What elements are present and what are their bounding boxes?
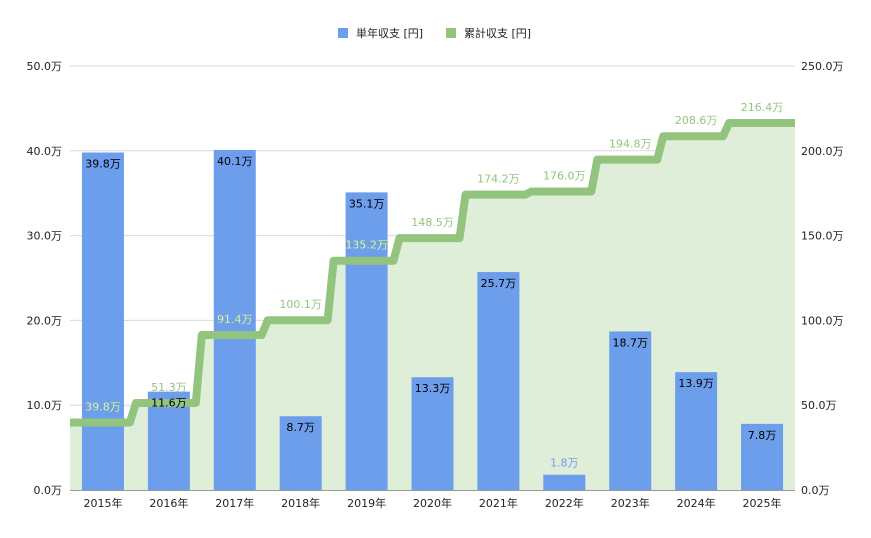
x-tick-label: 2020年 [413, 496, 452, 510]
bar-2024年 [675, 372, 718, 490]
y-left-tick-label: 20.0万 [27, 314, 63, 327]
x-tick-label: 2016年 [149, 496, 188, 510]
y-right-tick-label: 250.0万 [801, 60, 844, 73]
x-tick-label: 2019年 [347, 496, 386, 510]
x-axis: 2015年 2016年 2017年 2018年 2019年 2020年 2021年 2022年… [83, 496, 781, 510]
x-tick-label: 2025年 [743, 496, 782, 510]
cumulative-line [70, 119, 795, 427]
cumulative-step-line [70, 119, 795, 427]
bar-label: 40.1万 [217, 155, 253, 168]
y-axis-right: 0.0万 50.0万 100.0万 150.0万 200.0万 250.0万 [801, 60, 844, 497]
line-label: 91.4万 [217, 313, 253, 326]
x-tick-label: 2018年 [281, 496, 320, 510]
y-right-tick-label: 50.0万 [801, 399, 837, 412]
legend-label-cumulative: 累計収支 [円] [464, 26, 531, 40]
bars-group [81, 149, 784, 491]
bar-2017年 [213, 149, 256, 490]
legend-swatch-cumulative [446, 28, 456, 38]
bar-label: 18.7万 [612, 336, 648, 349]
bar-label: 11.6万 [151, 397, 187, 410]
line-label: 208.6万 [675, 114, 718, 127]
bar-label: 35.1万 [349, 197, 385, 210]
line-data-labels: 39.8万 51.3万 91.4万 100.1万 135.2万 148.5万 174.2万 1… [85, 101, 783, 414]
bar-data-labels: 39.8万 11.6万 40.1万 8.7万 35.1万 13.3万 25.7万 1.8万 18… [85, 155, 776, 470]
y-left-tick-label: 40.0万 [27, 145, 63, 158]
line-label: 174.2万 [477, 173, 520, 186]
y-right-tick-label: 0.0万 [801, 484, 830, 497]
bar-label: 8.7万 [286, 421, 315, 434]
line-label: 176.0万 [543, 170, 586, 183]
x-tick-label: 2017年 [215, 496, 254, 510]
line-label: 39.8万 [85, 400, 121, 413]
x-tick-label: 2015年 [83, 496, 122, 510]
bar-label: 1.8万 [550, 457, 579, 470]
bar-label: 13.3万 [415, 382, 451, 395]
legend: 単年収支 [円] 累計収支 [円] [338, 26, 531, 40]
line-label: 100.1万 [279, 298, 322, 311]
legend-label-single-year: 単年収支 [円] [356, 26, 423, 40]
x-tick-label: 2021年 [479, 496, 518, 510]
y-axis-left: 0.0万 10.0万 20.0万 30.0万 40.0万 50.0万 [27, 60, 63, 497]
bar-2016年 [147, 391, 190, 490]
y-left-tick-label: 10.0万 [27, 399, 63, 412]
bar-2025年 [741, 423, 784, 490]
y-left-tick-label: 30.0万 [27, 230, 63, 243]
bar-2019年 [345, 192, 388, 491]
bar-label: 7.8万 [748, 429, 777, 442]
legend-swatch-single-year [338, 28, 348, 38]
bar-2020年 [411, 377, 454, 490]
line-label: 148.5万 [411, 216, 454, 229]
y-right-tick-label: 150.0万 [801, 230, 844, 243]
y-right-tick-label: 100.0万 [801, 314, 844, 327]
bar-label: 13.9万 [678, 377, 714, 390]
bar-label: 39.8万 [85, 157, 121, 170]
y-left-tick-label: 50.0万 [27, 60, 63, 73]
x-tick-label: 2022年 [545, 496, 584, 510]
x-tick-label: 2023年 [611, 496, 650, 510]
bar-2022年 [543, 474, 586, 490]
x-tick-label: 2024年 [677, 496, 716, 510]
bar-2023年 [609, 331, 652, 490]
bar-2021年 [477, 272, 520, 490]
bar-label: 25.7万 [481, 277, 517, 290]
y-left-tick-label: 0.0万 [34, 484, 63, 497]
line-label: 216.4万 [741, 101, 784, 114]
bar-2015年 [81, 152, 124, 490]
y-right-tick-label: 200.0万 [801, 145, 844, 158]
line-label: 51.3万 [151, 381, 187, 394]
bar-2018年 [279, 416, 322, 490]
line-label: 135.2万 [345, 239, 388, 252]
line-label: 194.8万 [609, 138, 652, 151]
